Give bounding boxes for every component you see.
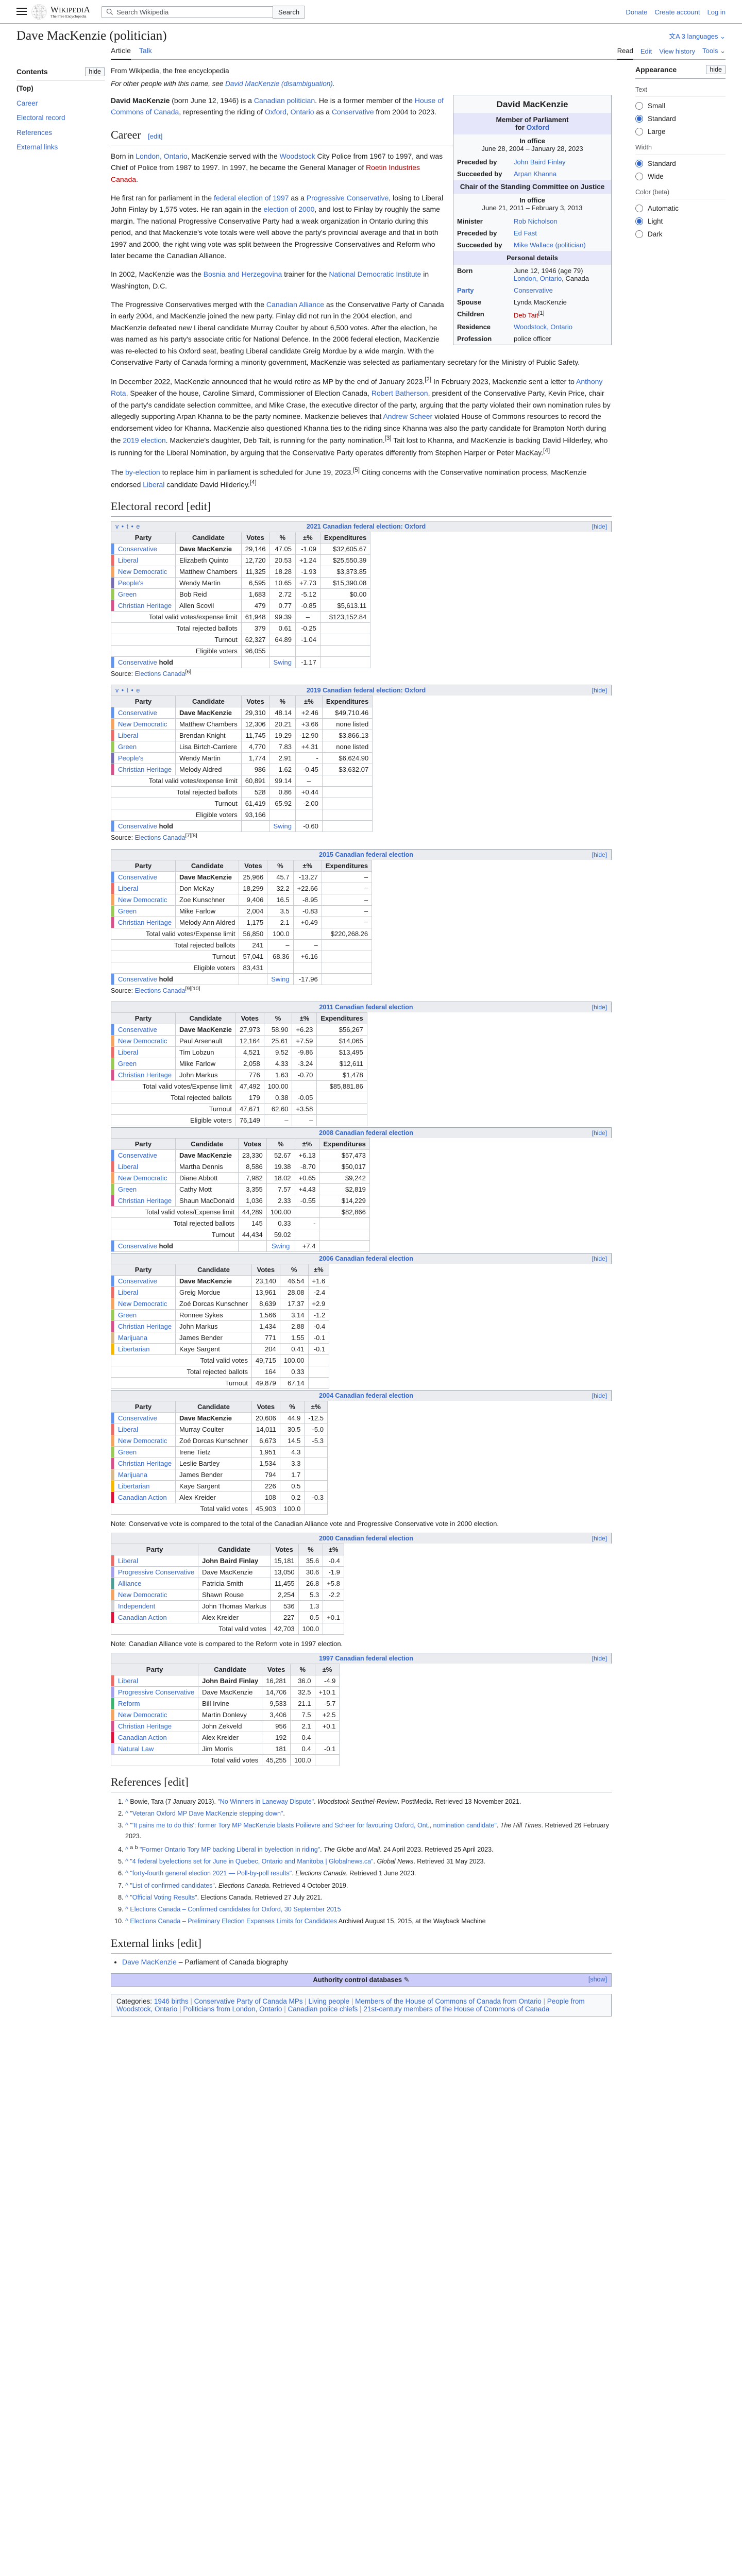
svg-text:文: 文 bbox=[41, 16, 43, 19]
svg-text:Ω: Ω bbox=[34, 13, 36, 15]
svg-text:W: W bbox=[44, 10, 46, 12]
svg-text:ה: ה bbox=[42, 10, 43, 12]
svg-text:Б: Б bbox=[33, 10, 34, 12]
svg-text:文: 文 bbox=[36, 9, 38, 12]
svg-text:あ: あ bbox=[36, 16, 37, 19]
svg-text:カ: カ bbox=[39, 9, 41, 12]
svg-text:あ: あ bbox=[35, 7, 37, 9]
svg-text:ñ: ñ bbox=[37, 14, 38, 16]
